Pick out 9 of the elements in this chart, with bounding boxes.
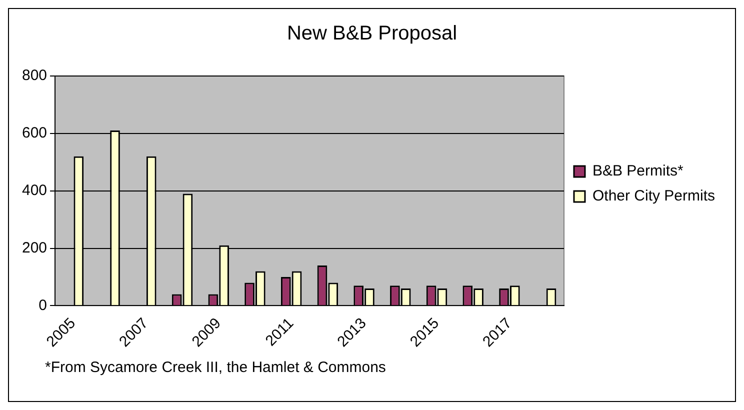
y-tick-label: 200: [22, 239, 48, 256]
y-tick-label: 800: [22, 67, 48, 84]
y-tick-label: 0: [38, 296, 48, 314]
y-tick-label: 600: [22, 124, 48, 142]
legend-label: B&B Permits*: [592, 162, 684, 180]
y-tick-label: 400: [22, 182, 48, 199]
chart-title: New B&B Proposal: [286, 22, 458, 45]
legend-label: Other City Permits: [592, 188, 716, 205]
text: *From Sycamore Creek III, the Hamlet & Commons: [44, 359, 387, 376]
